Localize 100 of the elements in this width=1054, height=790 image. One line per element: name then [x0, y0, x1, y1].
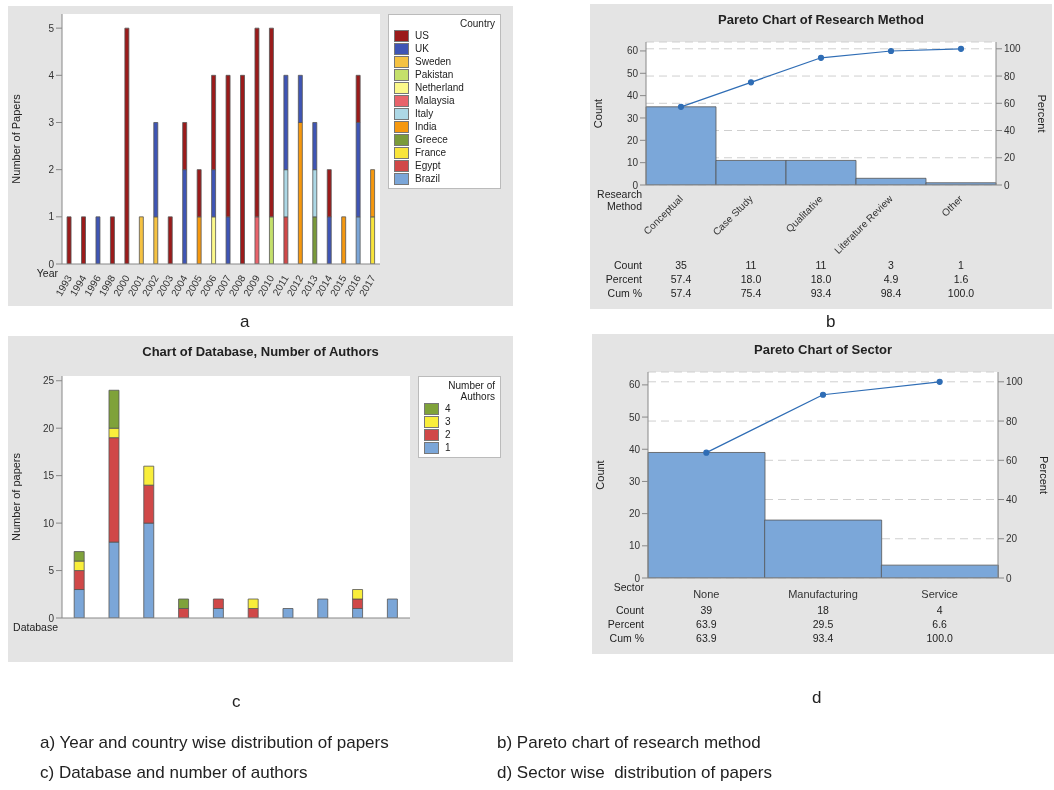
text: 57.4: [670, 273, 692, 285]
text: 6.6: [932, 618, 947, 630]
y2-tick-label: 100: [1006, 376, 1024, 388]
legend-label: US: [415, 30, 429, 41]
y2-tick-label: 0: [1004, 179, 1010, 191]
y-tick-label: 0: [48, 612, 55, 624]
y-tick-label: 20: [628, 508, 641, 520]
y-tick-label: 20: [626, 134, 639, 146]
data-label: 4: [936, 604, 943, 616]
y-tick-label: 50: [628, 411, 641, 423]
data-label: 93.4: [812, 632, 834, 644]
x-axis-title: Sector: [612, 581, 644, 593]
x-tick-label: Manufacturing: [788, 588, 858, 600]
y-tick-label: 0: [48, 258, 55, 270]
text: 1.6: [953, 273, 969, 285]
y2-axis-title: Percent: [1036, 94, 1049, 133]
legend-label: France: [415, 147, 447, 158]
x-tick-label: None: [693, 588, 720, 600]
y-tick-label: 50: [626, 67, 639, 79]
y2-tick-label: 20: [1004, 152, 1016, 164]
legend-label: Greece: [415, 134, 448, 145]
data-label: 11: [815, 259, 827, 271]
legend-label: 4: [445, 403, 451, 414]
y-tick-label: 3: [48, 117, 55, 129]
x-axis-title: Year: [35, 267, 58, 279]
text: c: [232, 692, 241, 712]
y-axis-title: Count: [593, 460, 606, 490]
legend-label: Sweden: [415, 56, 452, 67]
y-tick-label: 0: [632, 179, 639, 191]
y-tick-label: 60: [628, 379, 641, 391]
y2-tick-label: 40: [1004, 125, 1016, 137]
legend-label: Netherland: [415, 82, 464, 93]
y2-tick-label: 100: [1004, 43, 1022, 55]
y-tick-label: 10: [628, 540, 641, 552]
text: 63.9: [696, 618, 717, 630]
legend-label: Egypt: [415, 160, 441, 171]
data-label: 1: [958, 259, 964, 271]
text: Cum %: [606, 287, 642, 299]
y2-tick-label: 80: [1006, 415, 1018, 427]
y-tick-label: 2: [48, 164, 55, 176]
text: Cum %: [608, 632, 644, 644]
legend-title: Number of Authors: [447, 380, 495, 402]
y-tick-label: 30: [628, 475, 641, 487]
y-axis-title: Count: [591, 98, 604, 129]
y-tick-label: 40: [626, 90, 639, 102]
legend-label: Italy: [415, 108, 434, 119]
y-tick-label: 25: [42, 375, 55, 387]
data-label: 63.9: [696, 632, 717, 644]
chart-title: Pareto Chart of Sector: [753, 342, 893, 357]
data-label: 57.4: [670, 287, 692, 299]
text: 18.0: [810, 273, 832, 285]
text: a: [240, 312, 250, 332]
data-label: 11: [745, 259, 757, 271]
legend-label: 1: [445, 442, 451, 453]
y2-tick-label: 60: [1006, 454, 1018, 466]
text: Count: [614, 604, 644, 616]
data-label: 39: [700, 604, 713, 616]
y2-tick-label: 80: [1004, 70, 1016, 82]
text: c) Database and number of authors: [40, 763, 308, 783]
text: Count: [612, 259, 642, 271]
data-label: 3: [888, 259, 894, 271]
text: 18.0: [740, 273, 762, 285]
y-tick-label: 15: [42, 470, 55, 482]
legend-label: Pakistan: [415, 69, 454, 80]
y-axis-title: Number of Papers: [9, 93, 22, 184]
data-label: 98.4: [880, 287, 902, 299]
y-tick-label: 20: [42, 422, 55, 434]
data-label: 18: [817, 604, 829, 616]
data-label: 75.4: [740, 287, 762, 299]
legend-label: UK: [415, 43, 429, 54]
text: a) Year and country wise distribution of papers: [40, 733, 389, 753]
legend-label: 3: [445, 416, 451, 427]
y2-tick-label: 20: [1006, 533, 1018, 545]
text: d: [812, 688, 822, 708]
x-axis-title: Database: [12, 621, 58, 633]
y-tick-label: 60: [626, 45, 639, 57]
legend-label: Malaysia: [415, 95, 455, 106]
legend-label: India: [415, 121, 437, 132]
y2-axis-title: Percent: [1038, 456, 1051, 494]
text: 29.5: [812, 618, 834, 630]
y-tick-label: 1: [48, 211, 55, 223]
y-tick-label: 10: [42, 517, 55, 529]
legend-label: Brazil: [415, 173, 441, 184]
x-axis-title: Research Method: [596, 188, 642, 212]
text: Percent: [604, 273, 642, 285]
data-label: 93.4: [810, 287, 832, 299]
legend-title: Country: [459, 18, 495, 29]
y2-tick-label: 60: [1004, 97, 1016, 109]
text: d) Sector wise distribution of papers: [497, 763, 772, 783]
y-tick-label: 10: [626, 157, 639, 169]
text: b) Pareto chart of research method: [497, 733, 761, 753]
y-tick-label: 40: [628, 443, 641, 455]
y-tick-label: 0: [634, 572, 641, 584]
data-label: 35: [675, 259, 687, 271]
x-tick-label: Service: [921, 588, 959, 600]
data-label: 100.0: [926, 632, 953, 644]
y-tick-label: 4: [48, 69, 55, 81]
y-tick-label: 5: [48, 565, 55, 577]
y2-tick-label: 0: [1006, 572, 1012, 584]
chart-title: Pareto Chart of Research Method: [717, 12, 925, 27]
